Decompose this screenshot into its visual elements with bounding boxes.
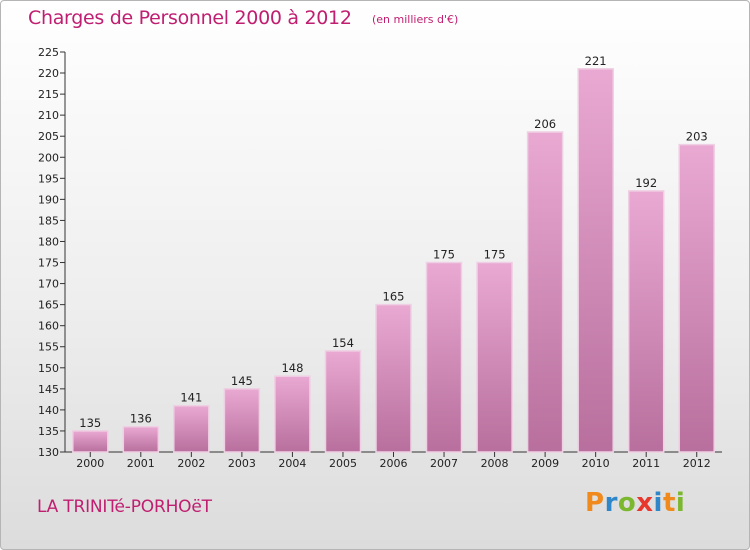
proxiti-logo: Proxiti [585,488,685,518]
y-tick-label: 215 [38,88,59,101]
data-label: 135 [79,416,101,430]
y-tick-label: 220 [38,67,59,80]
y-tick-label: 185 [38,214,59,227]
bar [627,190,665,453]
bar [577,68,614,453]
x-tick-label: 2011 [632,457,660,470]
bar [173,404,210,453]
data-label: 175 [484,248,506,262]
y-tick-label: 190 [38,193,59,206]
bar [72,430,109,453]
bar [375,303,412,453]
logo-letter: x [636,488,654,518]
y-tick-label: 175 [38,257,59,270]
bar [425,261,463,453]
data-label: 221 [585,54,607,68]
y-tick-label: 130 [38,446,59,459]
y-tick-label: 195 [38,172,59,185]
y-tick-label: 145 [38,383,59,396]
data-label: 192 [635,176,657,190]
y-tick-label: 200 [38,151,59,164]
y-tick-label: 160 [38,320,59,333]
data-label: 141 [180,391,202,405]
logo-letter: P [585,488,605,518]
y-tick-label: 135 [38,425,59,438]
data-label: 175 [433,248,455,262]
bar [324,350,362,453]
y-tick-label: 205 [38,130,59,143]
data-label: 206 [534,117,556,131]
logo-letter: r [604,488,618,518]
y-tick-label: 140 [38,404,59,417]
data-label: 136 [130,412,152,426]
logo-letter: o [617,488,637,518]
data-label: 148 [281,361,303,375]
place-name: LA TRINITé-PORHOëT [37,497,212,517]
bar [526,131,564,453]
bar [223,388,261,453]
y-tick-label: 225 [38,46,59,59]
x-tick-label: 2010 [582,457,610,470]
data-label: 203 [686,130,708,144]
y-tick-label: 165 [38,299,59,312]
x-tick-label: 2007 [430,457,458,470]
bar [476,261,513,453]
x-tick-label: 2005 [329,457,357,470]
x-tick-label: 2003 [228,457,256,470]
chart-subtitle: (en milliers d'€) [372,13,459,26]
x-tick-label: 2001 [127,457,155,470]
x-tick-label: 2002 [177,457,205,470]
data-label: 145 [231,374,253,388]
x-tick-label: 2000 [76,457,104,470]
x-tick-label: 2009 [531,457,559,470]
y-tick-label: 170 [38,278,59,291]
bar [122,425,160,453]
logo-letter: i [653,488,663,518]
chart-title: Charges de Personnel 2000 à 2012 [28,7,352,29]
x-tick-label: 2004 [278,457,306,470]
y-tick-label: 150 [38,362,59,375]
logo-letter: i [675,488,686,518]
y-tick-label: 155 [38,341,59,354]
data-label: 165 [383,290,405,304]
bar [274,375,311,453]
y-tick-label: 180 [38,235,59,248]
data-label: 154 [332,336,354,350]
x-tick-label: 2008 [481,457,509,470]
y-tick-label: 210 [38,109,59,122]
x-tick-label: 2012 [683,457,711,470]
bar [678,143,715,453]
x-tick-label: 2006 [380,457,408,470]
logo-letter: t [662,488,676,518]
